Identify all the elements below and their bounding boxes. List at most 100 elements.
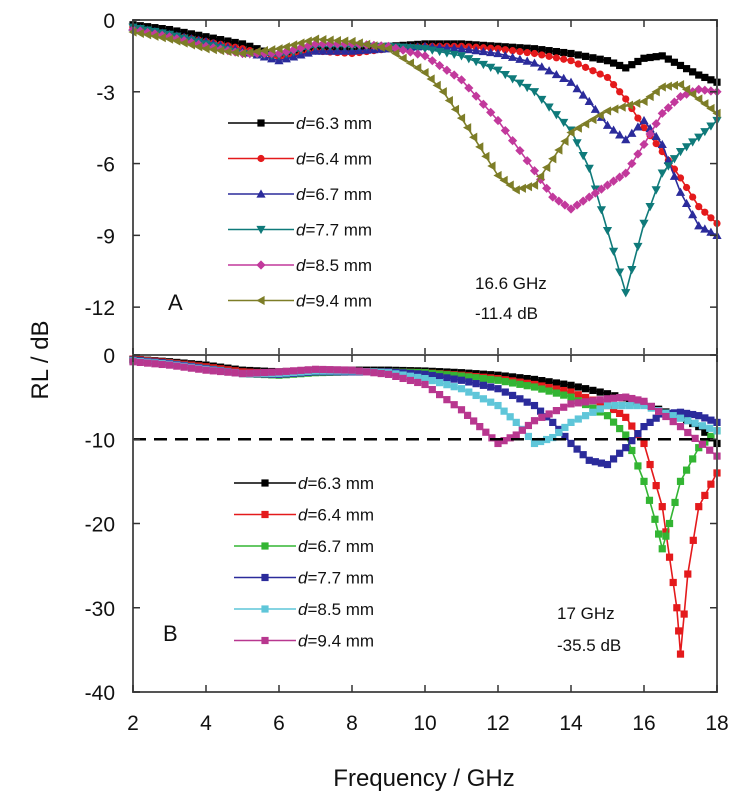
data-point xyxy=(695,503,703,511)
data-point xyxy=(589,404,597,412)
data-point xyxy=(472,380,480,388)
data-point xyxy=(548,154,557,164)
data-point xyxy=(486,63,496,72)
data-point xyxy=(427,46,437,55)
data-point xyxy=(694,84,704,94)
data-point xyxy=(518,426,526,434)
legend-item: d=9.4 mm xyxy=(234,632,374,651)
data-point xyxy=(608,247,619,256)
data-point xyxy=(522,156,532,166)
data-point xyxy=(603,412,612,420)
data-point xyxy=(622,95,630,103)
data-point xyxy=(634,430,642,438)
data-point xyxy=(560,200,570,210)
data-point xyxy=(617,102,626,112)
data-point xyxy=(487,161,496,171)
data-point xyxy=(267,45,276,55)
data-point xyxy=(282,367,290,375)
data-point xyxy=(627,158,637,169)
data-point xyxy=(501,372,509,380)
data-point xyxy=(478,99,488,109)
data-point xyxy=(646,53,654,62)
legend-label: d=6.3 mm xyxy=(298,474,374,493)
data-point xyxy=(560,403,568,411)
data-point xyxy=(538,413,546,421)
data-point xyxy=(561,432,569,441)
data-point xyxy=(195,365,203,373)
data-point xyxy=(319,365,327,374)
data-point xyxy=(572,200,582,210)
data-point xyxy=(275,368,283,376)
data-point xyxy=(559,73,569,82)
data-point xyxy=(578,90,588,99)
data-point xyxy=(628,61,636,69)
data-point xyxy=(669,578,677,587)
data-point xyxy=(165,361,174,369)
data-point xyxy=(472,391,480,400)
data-point xyxy=(457,372,466,380)
data-point xyxy=(663,162,673,171)
y-tick-label: -9 xyxy=(96,225,115,248)
data-point xyxy=(615,268,625,277)
data-point xyxy=(465,378,473,386)
data-point xyxy=(657,169,667,178)
data-point xyxy=(622,431,630,439)
data-point xyxy=(567,393,575,401)
data-point xyxy=(645,91,654,102)
data-point xyxy=(582,398,590,406)
data-point xyxy=(449,50,459,60)
data-point xyxy=(456,44,467,53)
data-point xyxy=(628,446,636,455)
data-point xyxy=(501,378,509,386)
data-point xyxy=(554,196,564,206)
data-point xyxy=(669,155,680,164)
data-point xyxy=(544,66,554,75)
data-point xyxy=(208,45,217,55)
data-point xyxy=(609,81,618,89)
data-point xyxy=(658,503,666,511)
data-point xyxy=(701,428,709,436)
data-point xyxy=(610,104,619,114)
data-point xyxy=(289,45,299,55)
data-point xyxy=(555,428,563,437)
data-point xyxy=(398,53,407,63)
data-point xyxy=(603,57,612,65)
data-point xyxy=(572,139,582,148)
data-point xyxy=(529,88,540,97)
data-point xyxy=(588,114,597,125)
data-point xyxy=(566,204,576,214)
data-point xyxy=(465,373,473,381)
data-point xyxy=(325,39,335,49)
data-point xyxy=(700,128,710,137)
data-point xyxy=(657,139,667,149)
data-point xyxy=(476,423,484,431)
data-point xyxy=(332,39,342,49)
x-tick-label: 10 xyxy=(413,712,436,735)
x-axis-title: Frequency / GHz xyxy=(333,765,514,792)
data-point xyxy=(530,49,539,58)
data-point xyxy=(436,379,444,387)
data-point xyxy=(676,61,685,70)
y-tick-label: 0 xyxy=(103,10,115,33)
data-point xyxy=(694,221,704,230)
data-point xyxy=(494,376,502,384)
data-point xyxy=(589,408,597,416)
data-point xyxy=(450,401,458,409)
data-point xyxy=(670,58,679,66)
data-point xyxy=(180,363,188,371)
data-point xyxy=(442,49,452,58)
data-point xyxy=(195,31,203,39)
data-point xyxy=(136,358,144,367)
data-point xyxy=(187,30,195,38)
data-point xyxy=(478,46,488,56)
data-point xyxy=(516,47,524,56)
data-point xyxy=(443,374,451,382)
data-point xyxy=(479,395,487,403)
data-point xyxy=(645,203,655,212)
data-point xyxy=(478,60,488,70)
data-point xyxy=(602,226,613,236)
data-point xyxy=(676,477,685,485)
data-point xyxy=(579,451,587,459)
data-point xyxy=(676,414,685,422)
data-point xyxy=(567,49,575,58)
